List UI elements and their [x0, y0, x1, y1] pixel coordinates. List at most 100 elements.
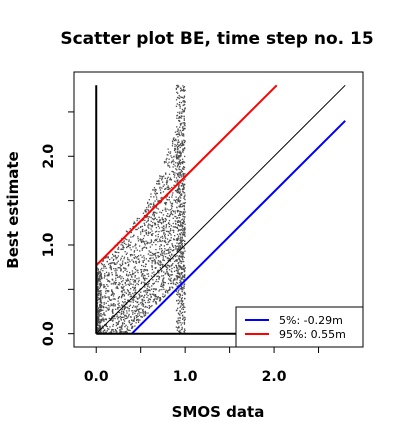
scatter-point	[152, 260, 154, 262]
scatter-point	[154, 252, 157, 254]
scatter-point	[104, 285, 106, 288]
scatter-point	[122, 293, 124, 295]
scatter-point	[103, 267, 105, 269]
scatter-point	[183, 256, 185, 259]
scatter-point	[136, 297, 138, 300]
scatter-point	[150, 225, 152, 227]
scatter-point	[177, 245, 179, 247]
scatter-point	[144, 269, 147, 271]
scatter-point	[155, 288, 157, 290]
scatter-point	[99, 282, 101, 285]
scatter-point	[165, 201, 167, 204]
scatter-point	[138, 297, 140, 299]
scatter-point	[162, 284, 164, 286]
scatter-point	[124, 326, 126, 328]
scatter-point	[172, 282, 174, 284]
scatter-point	[97, 312, 99, 314]
scatter-point	[170, 270, 172, 272]
scatter-point	[176, 329, 178, 331]
scatter-point	[179, 314, 181, 316]
scatter-point	[133, 261, 135, 263]
scatter-point	[183, 228, 185, 230]
scatter-point	[142, 237, 145, 240]
scatter-point	[183, 103, 186, 106]
scatter-point	[106, 330, 108, 332]
scatter-point	[107, 300, 109, 302]
scatter-point	[137, 271, 139, 274]
scatter-point	[135, 315, 137, 317]
scatter-point	[112, 305, 114, 307]
scatter-point	[153, 282, 155, 284]
scatter-point	[118, 296, 121, 298]
scatter-point	[105, 310, 107, 312]
scatter-point	[150, 196, 152, 198]
scatter-point	[142, 310, 144, 312]
scatter-point	[98, 311, 100, 313]
scatter-point	[157, 269, 159, 271]
scatter-point	[132, 286, 134, 288]
scatter-point	[156, 198, 158, 200]
scatter-point	[131, 276, 133, 278]
scatter-point	[184, 243, 186, 245]
scatter-point	[150, 296, 152, 298]
scatter-point	[118, 276, 120, 278]
scatter-point	[169, 223, 171, 225]
scatter-point	[179, 126, 181, 128]
scatter-point	[153, 294, 155, 296]
scatter-point	[129, 304, 132, 306]
scatter-point	[181, 158, 184, 160]
scatter-point	[179, 87, 182, 89]
scatter-point	[183, 291, 186, 293]
scatter-point	[175, 196, 177, 198]
scatter-point	[123, 302, 125, 304]
scatter-point	[101, 263, 103, 266]
scatter-point	[183, 119, 185, 121]
scatter-point	[181, 322, 183, 324]
scatter-point	[147, 273, 150, 275]
scatter-point	[133, 296, 135, 299]
scatter-point	[181, 227, 184, 229]
scatter-point	[183, 166, 185, 168]
scatter-point	[151, 252, 154, 255]
scatter-point	[107, 328, 109, 330]
scatter-point	[176, 279, 178, 281]
scatter-point	[165, 203, 167, 206]
scatter-point	[103, 303, 105, 305]
scatter-point	[97, 301, 99, 303]
scatter-point	[144, 275, 146, 277]
scatter-point	[177, 275, 179, 278]
scatter-point	[178, 255, 181, 257]
scatter-point	[161, 288, 163, 291]
scatter-point	[137, 236, 139, 238]
scatter-point	[97, 319, 99, 321]
scatter-point	[168, 161, 170, 163]
scatter-point	[136, 301, 138, 303]
scatter-point	[107, 263, 110, 265]
scatter-point	[124, 318, 126, 320]
scatter-point	[100, 321, 102, 324]
scatter-point	[182, 239, 185, 241]
scatter-point	[147, 294, 149, 297]
scatter-point	[184, 235, 186, 237]
scatter-point	[176, 158, 178, 160]
scatter-point	[128, 291, 130, 294]
scatter-point	[174, 165, 176, 167]
scatter-point	[169, 151, 172, 153]
scatter-point	[182, 180, 185, 182]
quantile-line-1	[131, 120, 346, 335]
scatter-point	[183, 247, 185, 249]
scatter-point	[177, 189, 179, 192]
scatter-point	[150, 228, 152, 230]
scatter-point	[129, 329, 131, 332]
scatter-point	[115, 258, 117, 260]
scatter-point	[177, 150, 179, 152]
scatter-point	[163, 245, 165, 247]
scatter-point	[139, 245, 141, 247]
scatter-point	[183, 330, 185, 333]
scatter-point	[102, 259, 105, 261]
scatter-point	[137, 308, 139, 311]
scatter-point	[178, 145, 180, 147]
scatter-point	[100, 304, 102, 307]
scatter-point	[184, 234, 186, 236]
scatter-point	[149, 246, 151, 248]
